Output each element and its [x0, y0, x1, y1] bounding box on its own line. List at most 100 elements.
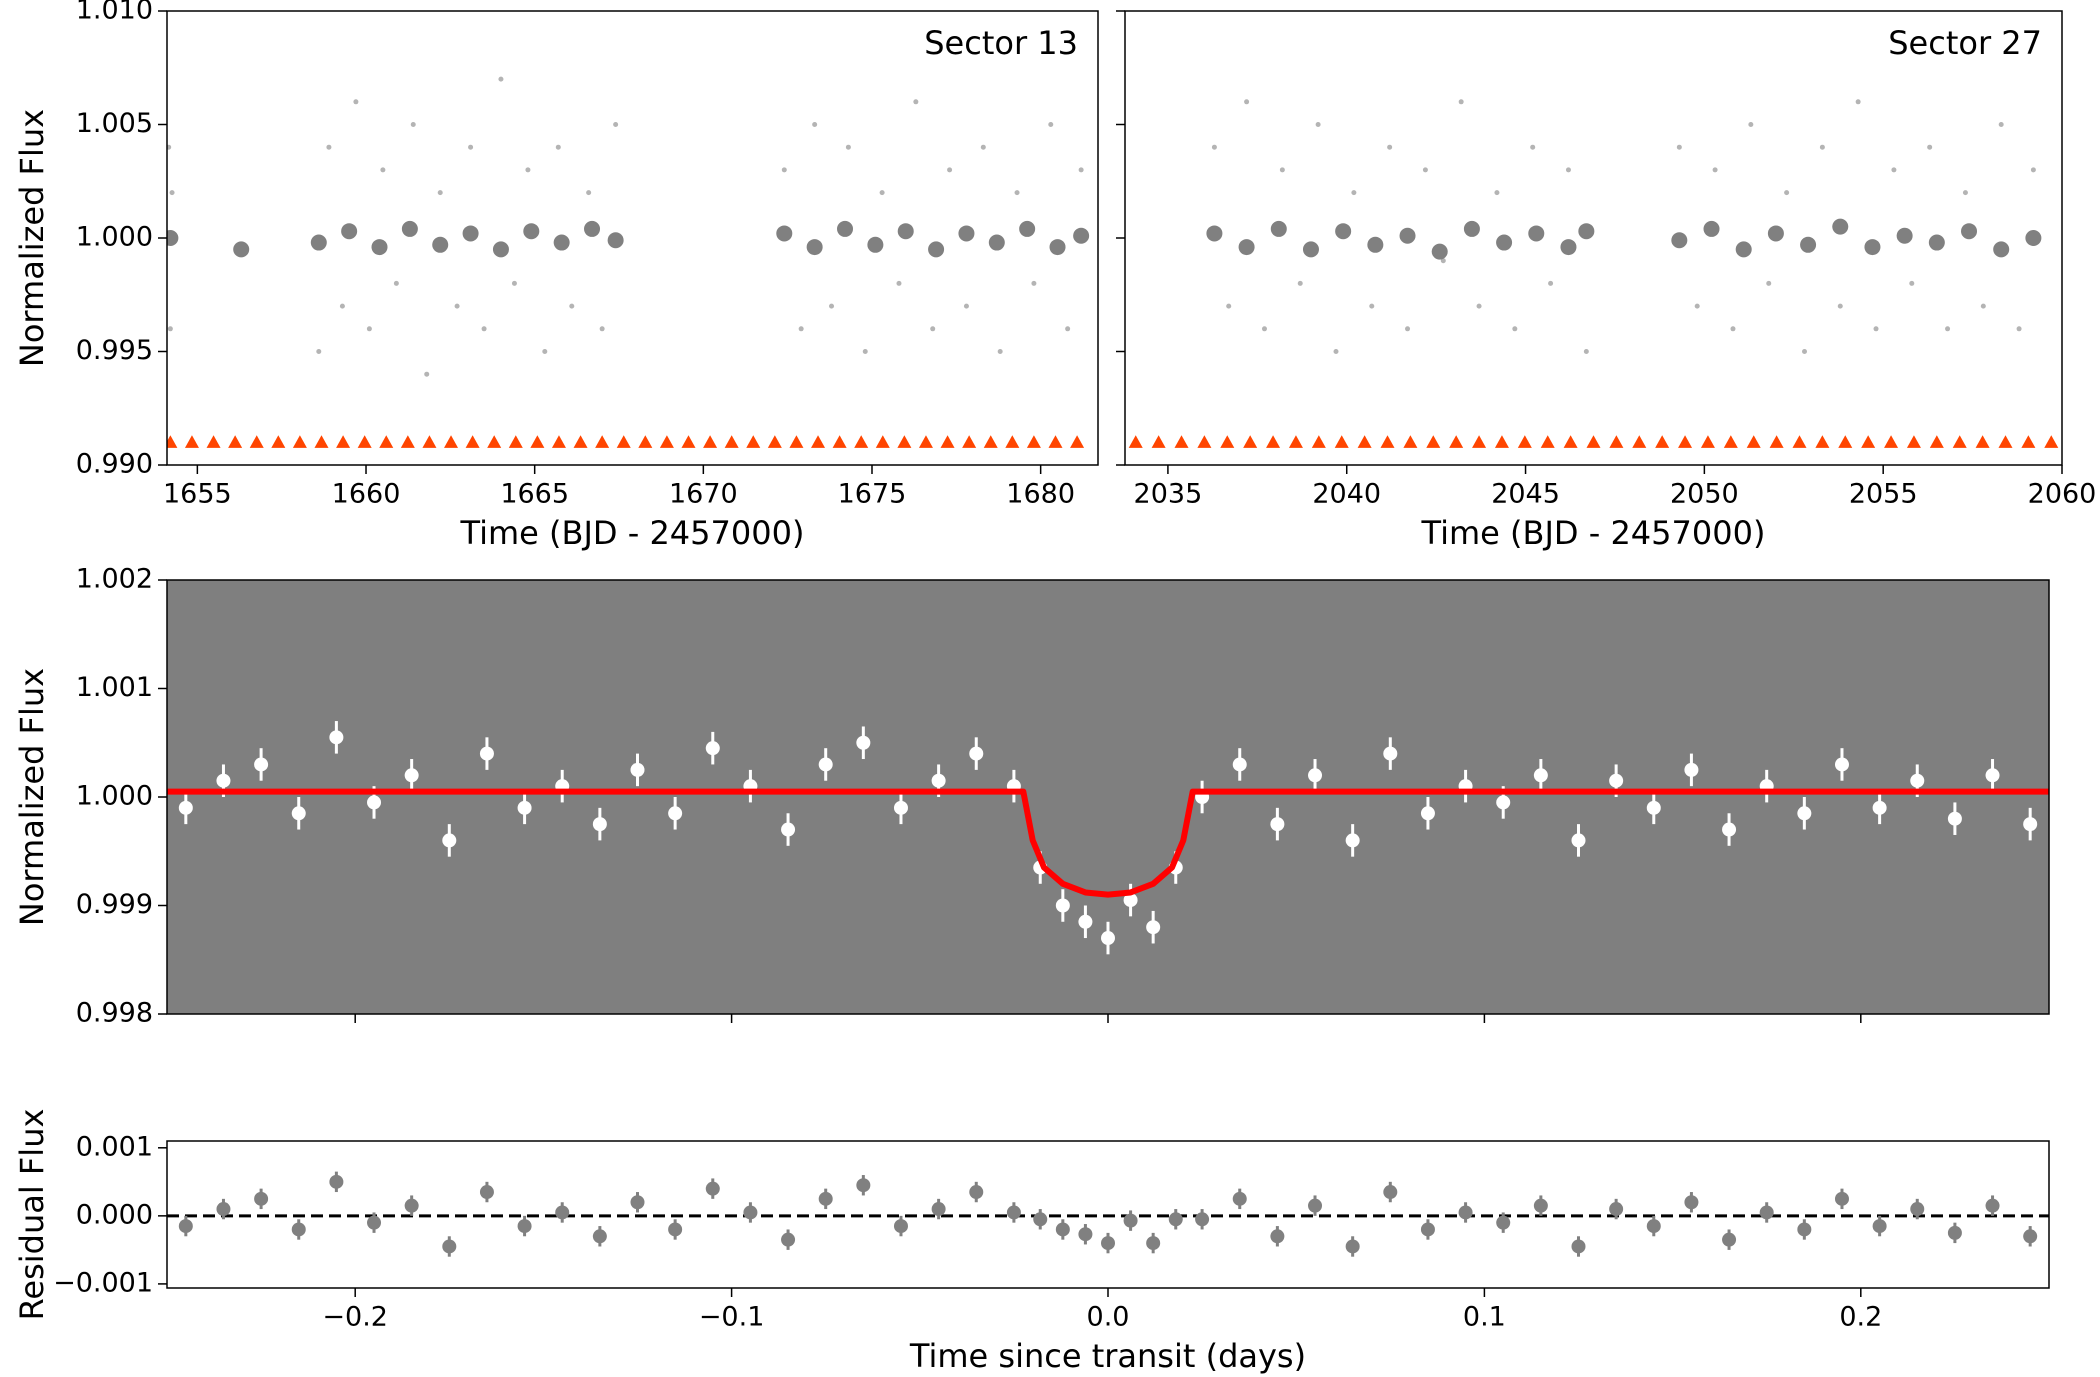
x-tick-label: 2060 [2028, 479, 2097, 510]
data-point [291, 1222, 306, 1237]
data-point [517, 800, 532, 815]
transit-marker [271, 435, 286, 448]
transit-marker [465, 435, 480, 448]
transit-marker [1861, 435, 1876, 448]
y-axis-label: Normalized Flux [13, 668, 51, 926]
data-point [812, 122, 818, 127]
y-tick-label: 1.005 [76, 108, 153, 139]
x-tick-label: 2045 [1491, 479, 1560, 510]
data-point [1993, 241, 2010, 258]
data-point [1345, 1239, 1360, 1254]
data-point [607, 232, 624, 249]
data-point [1873, 326, 1879, 332]
annotation: Sector 27 [1888, 24, 2042, 62]
data-point [930, 326, 936, 332]
x-tick-label: 0.1 [1463, 1302, 1506, 1333]
transit-marker [724, 435, 739, 448]
data-point [1910, 773, 1925, 788]
data-point [404, 1198, 419, 1213]
data-point [586, 190, 592, 196]
panel: 1655 1660 1665 1670 1675 1680 0.990 0.995 1.000 1… [13, 0, 1099, 552]
data-point [1548, 280, 1554, 286]
y-tick-label: 1.000 [76, 222, 153, 253]
x-tick-label: 1680 [1006, 479, 1075, 510]
data-point [1797, 1222, 1812, 1237]
plot-area [1128, 99, 2059, 448]
data-point [837, 220, 854, 237]
data-point [1033, 1212, 1048, 1227]
transit-marker [767, 435, 782, 448]
data-point [1420, 806, 1435, 821]
data-point [862, 349, 868, 354]
data-point [1998, 122, 2004, 127]
data-point [1369, 303, 1375, 309]
data-point [1279, 167, 1285, 173]
data-point [233, 241, 250, 258]
data-point [1891, 167, 1897, 173]
data-point [167, 326, 173, 332]
data-point [329, 1174, 344, 1189]
y-tick-label: −0.001 [53, 1267, 153, 1298]
data-point [668, 806, 683, 821]
transit-marker [746, 435, 761, 448]
data-point [1333, 349, 1339, 354]
transit-marker [1426, 435, 1441, 448]
data-point [1571, 1239, 1586, 1254]
data-point [1533, 1198, 1548, 1213]
data-point [569, 303, 575, 309]
data-point [1315, 122, 1321, 127]
transit-marker [379, 435, 394, 448]
y-tick-label: 1.002 [76, 564, 153, 595]
data-point [781, 167, 787, 173]
data-point [592, 817, 607, 832]
data-point [1722, 822, 1737, 837]
data-point [1910, 1202, 1925, 1217]
data-point [1261, 326, 1267, 332]
y-axis-label: Residual Flux [13, 1109, 51, 1321]
data-point [1802, 349, 1808, 354]
transit-marker [1586, 435, 1601, 448]
data-point [1571, 833, 1586, 848]
y-tick-label: 0.990 [76, 449, 153, 480]
data-point [1494, 190, 1500, 196]
data-point [1078, 167, 1084, 173]
data-point [1048, 122, 1054, 127]
data-point [1065, 326, 1071, 332]
data-point [1512, 326, 1518, 332]
data-point [254, 757, 269, 772]
data-point [1078, 914, 1093, 929]
data-point [498, 76, 504, 82]
data-point [1463, 220, 1480, 237]
transit-marker [1678, 435, 1693, 448]
data-point [462, 225, 479, 242]
transit-marker [1975, 435, 1990, 448]
data-point [829, 303, 835, 309]
data-point [928, 241, 945, 258]
transit-marker [487, 435, 502, 448]
data-point [1270, 817, 1285, 832]
data-point [1947, 811, 1962, 826]
transit-marker [314, 435, 329, 448]
transit-marker [206, 435, 221, 448]
data-point [393, 280, 399, 286]
data-point [1440, 258, 1446, 264]
transit-marker [595, 435, 610, 448]
data-point [167, 230, 179, 246]
data-point [969, 746, 984, 761]
data-point [1123, 1213, 1138, 1228]
data-point [1684, 1195, 1699, 1210]
data-point [167, 144, 172, 150]
data-point [1609, 773, 1624, 788]
data-point [371, 239, 388, 256]
data-point [1819, 144, 1825, 150]
data-point [1872, 1219, 1887, 1234]
data-point [1031, 280, 1037, 286]
x-tick-label: 0.0 [1087, 1302, 1130, 1333]
transit-marker [1380, 435, 1395, 448]
transit-marker [1334, 435, 1349, 448]
data-point [1345, 833, 1360, 848]
data-point [1834, 757, 1849, 772]
data-point [432, 236, 449, 253]
transit-marker [1449, 435, 1464, 448]
data-point [1565, 167, 1571, 173]
